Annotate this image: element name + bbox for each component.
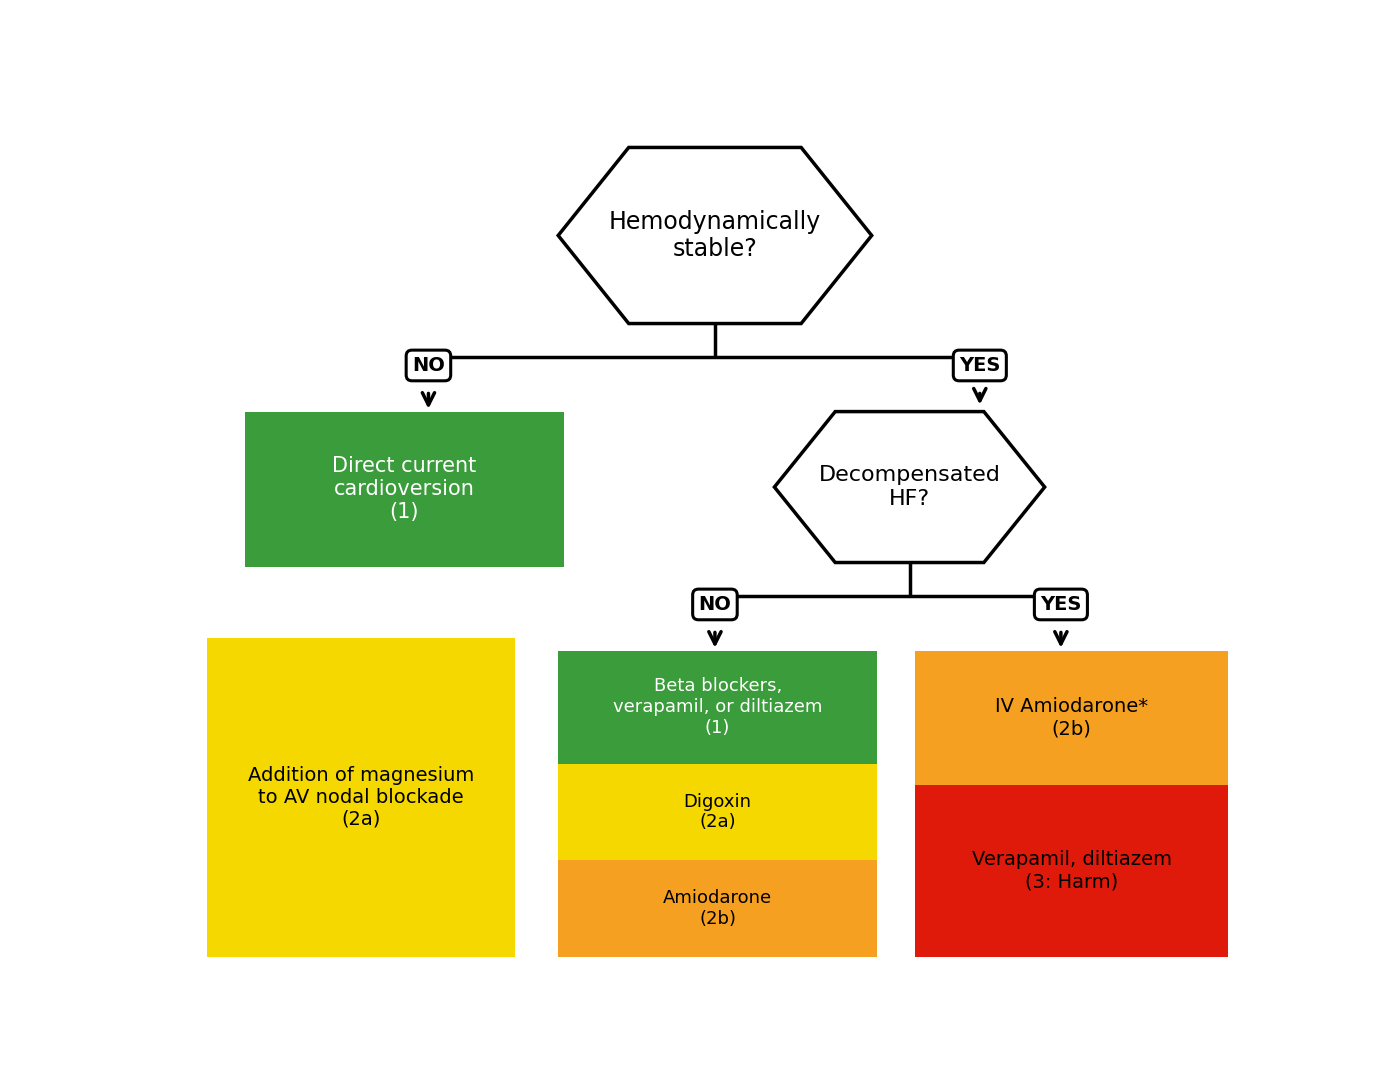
FancyBboxPatch shape	[558, 860, 877, 956]
Text: Beta blockers,
verapamil, or diltiazem
(1): Beta blockers, verapamil, or diltiazem (…	[612, 677, 822, 737]
Text: Hemodynamically
stable?: Hemodynamically stable?	[608, 209, 822, 261]
Text: Direct current
cardioversion
(1): Direct current cardioversion (1)	[332, 456, 476, 523]
FancyBboxPatch shape	[915, 785, 1229, 956]
FancyBboxPatch shape	[206, 638, 515, 956]
Text: Decompensated
HF?: Decompensated HF?	[819, 465, 1000, 509]
FancyBboxPatch shape	[558, 763, 877, 860]
Text: Amiodarone
(2b): Amiodarone (2b)	[663, 889, 773, 928]
Text: Addition of magnesium
to AV nodal blockade
(2a): Addition of magnesium to AV nodal blocka…	[248, 766, 474, 829]
Text: NO: NO	[412, 356, 445, 375]
Text: Digoxin
(2a): Digoxin (2a)	[684, 793, 752, 831]
Text: NO: NO	[699, 595, 731, 614]
Text: Verapamil, diltiazem
(3: Harm): Verapamil, diltiazem (3: Harm)	[972, 851, 1172, 891]
FancyBboxPatch shape	[915, 650, 1229, 785]
Text: YES: YES	[960, 356, 1000, 375]
Text: YES: YES	[1041, 595, 1081, 614]
Text: IV Amiodarone*
(2b): IV Amiodarone* (2b)	[995, 697, 1148, 738]
FancyBboxPatch shape	[244, 412, 564, 566]
FancyBboxPatch shape	[558, 650, 877, 763]
